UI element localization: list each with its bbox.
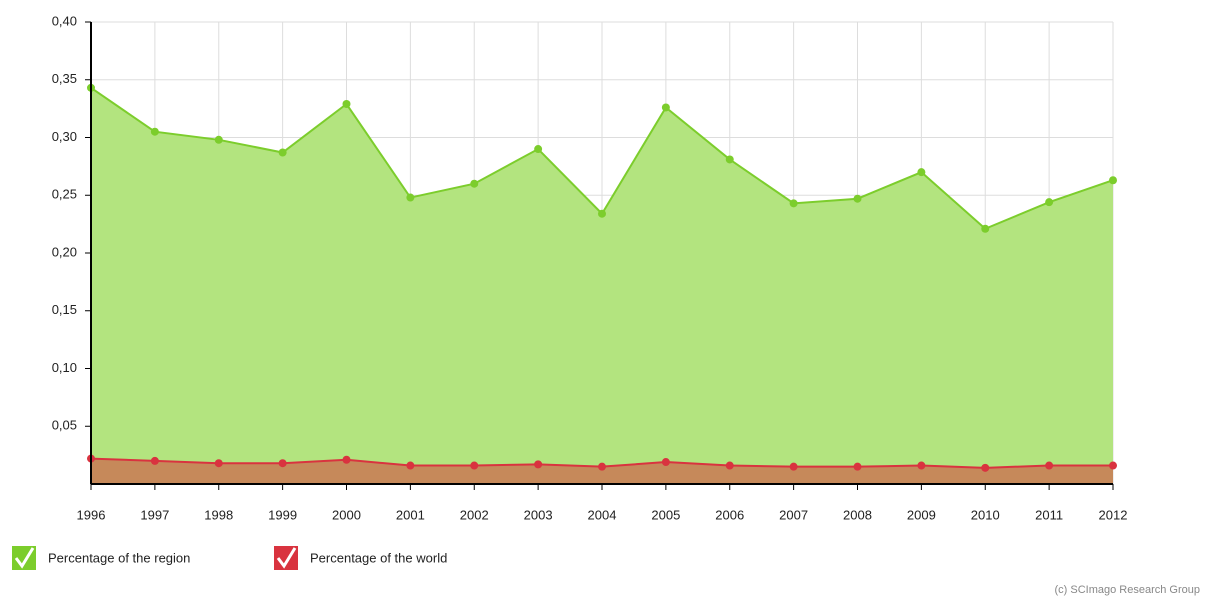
point [661, 103, 670, 112]
point [917, 168, 926, 177]
x-tick-label: 1999 [268, 507, 297, 522]
x-tick-label: 2009 [907, 507, 936, 522]
point [1109, 176, 1117, 185]
point [150, 127, 159, 136]
point [406, 193, 415, 202]
y-tick-label: 0,05 [52, 418, 77, 433]
point [342, 100, 351, 109]
point [789, 462, 798, 471]
point [917, 461, 926, 470]
point [789, 199, 798, 208]
point [470, 461, 479, 470]
area [91, 458, 1113, 484]
legend-check [14, 547, 35, 569]
x-tick-label: 2003 [524, 507, 553, 522]
legend-label: Percentage of the world [310, 550, 447, 565]
point [981, 463, 990, 472]
y-tick-label: 0,10 [52, 360, 77, 375]
point [853, 462, 862, 471]
point [342, 455, 351, 464]
x-tick-label: 2004 [588, 507, 617, 522]
point [278, 148, 287, 157]
y-tick-label: 0,35 [52, 71, 77, 86]
point [534, 460, 543, 469]
point [598, 462, 606, 471]
point [725, 461, 734, 470]
x-tick-label: 2002 [460, 507, 489, 522]
point [598, 209, 606, 218]
point [278, 459, 287, 468]
y-tick-label: 0,25 [52, 187, 77, 202]
y-tick-label: 0,15 [52, 302, 77, 317]
x-tick-label: 2012 [1099, 507, 1128, 522]
x-tick-label: 2007 [779, 507, 808, 522]
point [214, 459, 223, 468]
legend-item[interactable]: Percentage of the world [274, 546, 447, 570]
y-tick-label: 0,30 [52, 129, 77, 144]
point [470, 179, 479, 188]
point [1109, 461, 1117, 470]
legend-label: Percentage of the region [48, 550, 190, 565]
x-tick-label: 2006 [715, 507, 744, 522]
credit: (c) SCImago Research Group [1055, 584, 1201, 596]
point [853, 194, 862, 203]
x-tick-label: 1997 [140, 507, 169, 522]
x-tick-label: 2011 [1035, 507, 1063, 522]
point [214, 135, 223, 144]
point [1045, 198, 1054, 207]
point [150, 456, 159, 465]
x-tick-label: 2005 [651, 507, 680, 522]
area [91, 87, 1113, 485]
x-tick-label: 2010 [971, 507, 1000, 522]
point [725, 155, 734, 164]
x-tick-label: 1996 [77, 507, 106, 522]
point [534, 145, 543, 154]
point [981, 224, 990, 233]
legend-item[interactable]: Percentage of the region [12, 546, 190, 570]
x-tick-label: 2008 [843, 507, 872, 522]
x-tick-label: 2001 [396, 507, 425, 522]
x-tick-label: 2000 [332, 507, 361, 522]
point [406, 461, 415, 470]
y-tick-label: 0,20 [52, 244, 77, 259]
point [1045, 461, 1054, 470]
x-tick-label: 1998 [204, 507, 233, 522]
point [661, 458, 670, 467]
y-tick-label: 0,40 [52, 13, 77, 28]
legend-check [276, 547, 297, 569]
